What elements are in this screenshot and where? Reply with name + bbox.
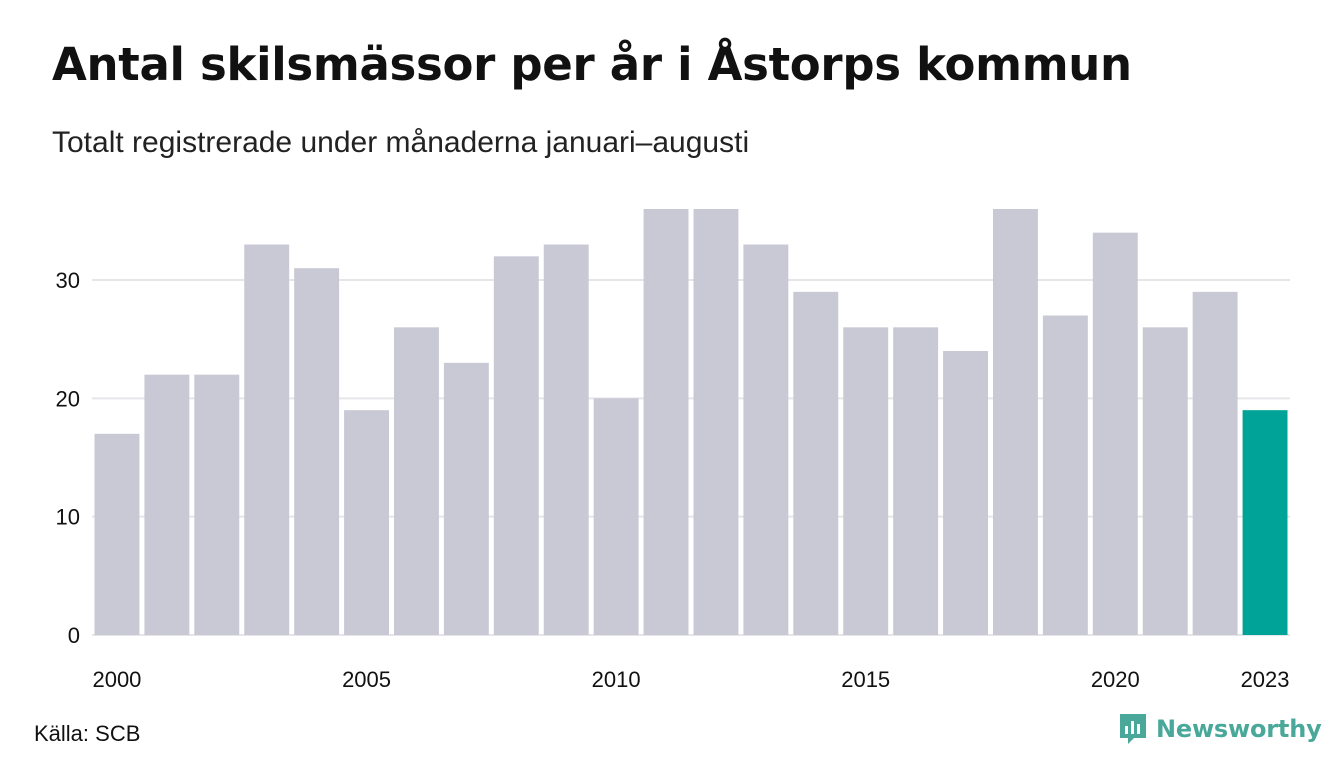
bar-2020 bbox=[1092, 232, 1138, 635]
bar-2003 bbox=[244, 244, 290, 635]
bar-2017 bbox=[943, 351, 988, 635]
x-tick-label: 2020 bbox=[1091, 667, 1140, 692]
bar-2016 bbox=[893, 327, 939, 635]
source-note: Källa: SCB bbox=[34, 721, 141, 746]
y-axis-ticks: 0 10 20 30 bbox=[56, 268, 80, 648]
bar-2010 bbox=[593, 398, 639, 635]
x-axis-ticks: 2000 2005 2010 2015 2020 2023 bbox=[92, 667, 1289, 692]
bar-2022 bbox=[1192, 291, 1238, 635]
brand-name: Newsworthy bbox=[1156, 715, 1322, 743]
x-tick-label: 2010 bbox=[592, 667, 641, 692]
y-tick-label: 20 bbox=[56, 386, 80, 411]
bar-2009 bbox=[543, 244, 589, 635]
y-tick-label: 10 bbox=[56, 505, 80, 530]
bar-2023 bbox=[1242, 410, 1288, 635]
bar-2019 bbox=[1042, 315, 1088, 635]
y-tick-label: 30 bbox=[56, 268, 80, 293]
y-tick-label: 0 bbox=[68, 623, 80, 648]
bar-2001 bbox=[144, 374, 190, 635]
chart-title: Antal skilsmässor per år i Åstorps kommu… bbox=[52, 38, 1132, 91]
chart-subtitle: Totalt registrerade under månaderna janu… bbox=[52, 126, 750, 159]
x-tick-label: 2000 bbox=[92, 667, 141, 692]
bar-2000 bbox=[94, 433, 140, 635]
x-tick-label: 2015 bbox=[841, 667, 890, 692]
bar-2002 bbox=[194, 374, 240, 635]
bar-2011 bbox=[643, 209, 689, 635]
bar-2018 bbox=[993, 209, 1038, 635]
bar-chart-speech-bubble-icon bbox=[1120, 714, 1146, 744]
brand-logo: Newsworthy bbox=[1118, 712, 1322, 746]
bar-2008 bbox=[493, 256, 539, 635]
bar-2005 bbox=[344, 410, 389, 635]
bar-chart: 0 10 20 30 2000 2005 2010 2015 2020 2023 bbox=[56, 209, 1290, 692]
bar-2015 bbox=[843, 327, 889, 635]
bars bbox=[94, 209, 1288, 635]
bar-2014 bbox=[793, 291, 839, 635]
gridlines bbox=[92, 279, 1290, 636]
bar-2012 bbox=[693, 209, 739, 635]
bar-2004 bbox=[294, 268, 340, 635]
bar-2021 bbox=[1142, 327, 1188, 635]
bar-2013 bbox=[743, 244, 789, 635]
x-tick-label: 2023 bbox=[1241, 667, 1290, 692]
x-tick-label: 2005 bbox=[342, 667, 391, 692]
bar-2007 bbox=[443, 362, 489, 635]
bar-2006 bbox=[394, 327, 439, 635]
